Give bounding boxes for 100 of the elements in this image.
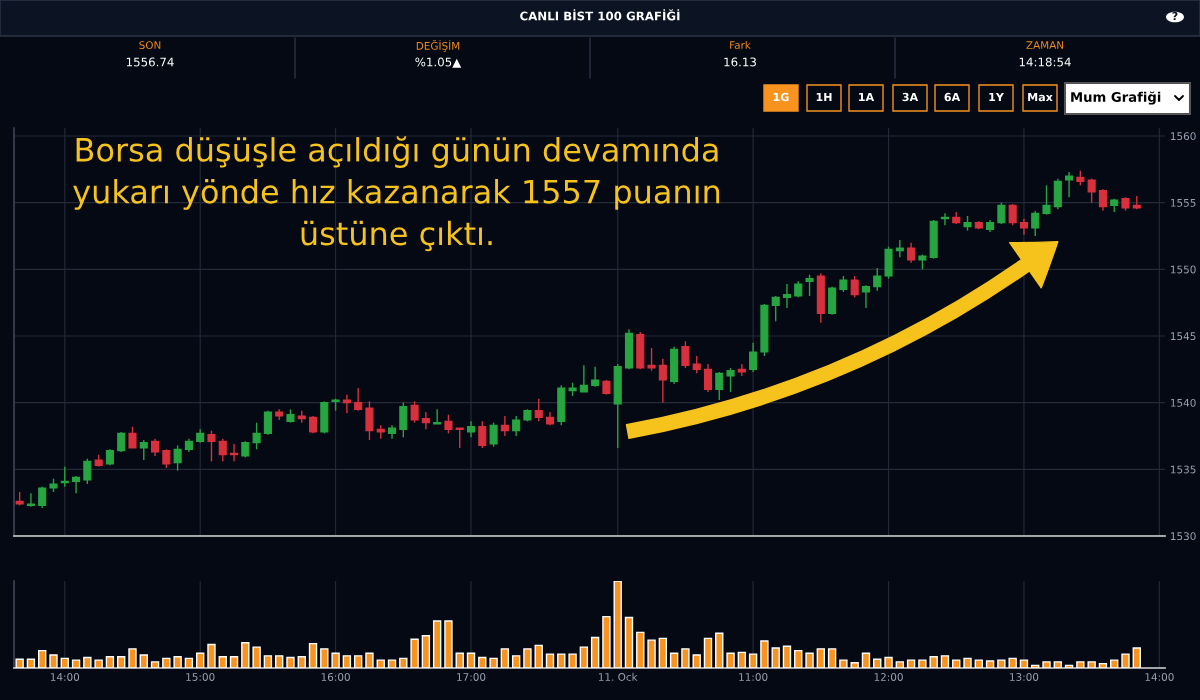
bar bbox=[286, 656, 295, 668]
bar bbox=[105, 655, 115, 668]
bar bbox=[748, 653, 758, 668]
candlestick bbox=[715, 371, 724, 401]
bar bbox=[985, 660, 995, 668]
candlestick bbox=[421, 411, 430, 431]
x-tick-label: 12:00 bbox=[874, 673, 903, 681]
candlestick bbox=[850, 275, 859, 299]
y-tick-label: 1555 bbox=[1171, 199, 1196, 207]
candlestick bbox=[26, 492, 35, 508]
candlestick bbox=[489, 421, 498, 448]
bar bbox=[906, 659, 916, 668]
bar bbox=[1110, 659, 1119, 668]
bar bbox=[884, 656, 893, 668]
candlestick bbox=[534, 397, 543, 423]
bar bbox=[715, 632, 724, 668]
text: 6A bbox=[944, 92, 961, 102]
bar bbox=[681, 648, 690, 668]
bar bbox=[647, 639, 656, 668]
candlestick bbox=[1065, 171, 1074, 199]
bar bbox=[207, 643, 216, 668]
text: Max bbox=[1028, 92, 1053, 102]
x-tick-label: 16:00 bbox=[321, 673, 350, 681]
candlestick bbox=[997, 201, 1006, 225]
bar bbox=[15, 658, 24, 668]
candlestick bbox=[1098, 188, 1107, 212]
bar bbox=[94, 659, 103, 668]
bar bbox=[83, 656, 92, 668]
bar bbox=[1031, 664, 1040, 668]
annotation: Borsa düşüşle açıldığı günün devamında yukarı yönde hız kazanarak 1557 puanın üstüne çıktı. bbox=[73, 136, 720, 252]
bar bbox=[816, 648, 826, 668]
text: 1A bbox=[859, 92, 875, 102]
candlestick bbox=[83, 457, 92, 485]
bar bbox=[974, 659, 984, 668]
bar bbox=[794, 649, 803, 668]
bar bbox=[760, 640, 769, 668]
candlestick bbox=[771, 295, 780, 323]
bar bbox=[1019, 659, 1029, 668]
bar bbox=[1098, 662, 1108, 668]
candlestick bbox=[410, 400, 419, 424]
candlestick bbox=[512, 415, 521, 437]
candlestick bbox=[399, 401, 408, 439]
bar bbox=[1121, 653, 1130, 668]
bar bbox=[861, 652, 871, 668]
text: %1.05▲ bbox=[415, 57, 462, 68]
candlestick bbox=[128, 425, 137, 449]
candlestick bbox=[726, 367, 735, 393]
candlestick bbox=[1008, 203, 1017, 227]
candlestick bbox=[1042, 184, 1051, 216]
text: 1H bbox=[816, 92, 832, 102]
bar bbox=[613, 581, 622, 668]
bar bbox=[1008, 657, 1017, 668]
bar bbox=[128, 648, 137, 668]
x-tick-label: 14:00 bbox=[50, 673, 80, 681]
candlestick bbox=[703, 363, 713, 393]
bar bbox=[49, 654, 58, 668]
bar bbox=[850, 662, 859, 668]
candlestick bbox=[72, 475, 81, 495]
bar bbox=[263, 655, 273, 668]
text: 3A bbox=[902, 92, 919, 102]
bar bbox=[229, 655, 239, 668]
candlestick bbox=[861, 284, 871, 309]
y-tick-label: 1560 bbox=[1171, 132, 1196, 141]
text: Fark bbox=[730, 40, 751, 50]
x-tick-label: 17:00 bbox=[457, 673, 486, 681]
bar bbox=[511, 655, 521, 668]
bar bbox=[624, 616, 634, 668]
bar bbox=[737, 651, 747, 668]
bar bbox=[545, 653, 555, 668]
bar bbox=[1087, 661, 1096, 668]
candlestick bbox=[478, 420, 487, 449]
x-tick-label: 13:00 bbox=[1010, 673, 1039, 681]
bar bbox=[342, 655, 352, 668]
x-tick-label: 14:00 bbox=[1145, 673, 1174, 681]
bar bbox=[60, 657, 69, 668]
bar bbox=[444, 620, 453, 668]
bar bbox=[669, 652, 679, 668]
bar bbox=[1132, 647, 1141, 668]
bar bbox=[500, 648, 510, 668]
bar bbox=[331, 652, 340, 668]
bar bbox=[895, 661, 905, 668]
bar bbox=[26, 658, 36, 668]
candlestick bbox=[218, 437, 227, 463]
text: 1Y bbox=[989, 92, 1004, 102]
bar bbox=[929, 655, 938, 668]
candlestick bbox=[342, 393, 351, 415]
candlestick bbox=[873, 267, 882, 292]
y-tick-label: 1535 bbox=[1171, 465, 1196, 474]
bar bbox=[162, 657, 171, 668]
candlestick bbox=[591, 365, 600, 388]
bar bbox=[692, 654, 701, 668]
bar bbox=[478, 656, 487, 668]
y-tick-label: 1545 bbox=[1171, 332, 1196, 341]
bar bbox=[117, 655, 126, 668]
candlestick bbox=[455, 427, 464, 449]
bar bbox=[365, 652, 374, 668]
bar bbox=[466, 652, 476, 668]
text: 1556.74 bbox=[126, 57, 174, 67]
bar bbox=[376, 659, 385, 668]
text: 14:18:54 bbox=[1019, 57, 1071, 67]
